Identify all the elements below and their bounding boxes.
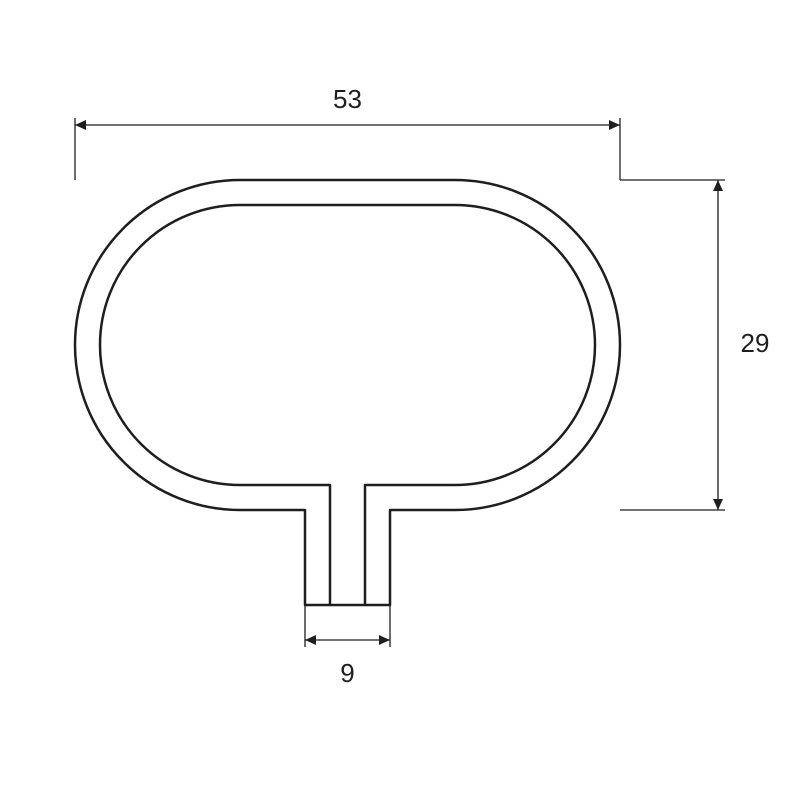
arrowhead [379, 635, 390, 645]
profile-outline [75, 180, 620, 605]
arrowhead [609, 120, 620, 130]
dim-label-stem: 9 [340, 658, 354, 688]
arrowhead [75, 120, 86, 130]
arrowhead [713, 499, 723, 510]
arrowhead [305, 635, 316, 645]
dim-label-width: 53 [333, 84, 362, 114]
dim-label-height: 29 [741, 328, 770, 358]
arrowhead [713, 180, 723, 191]
